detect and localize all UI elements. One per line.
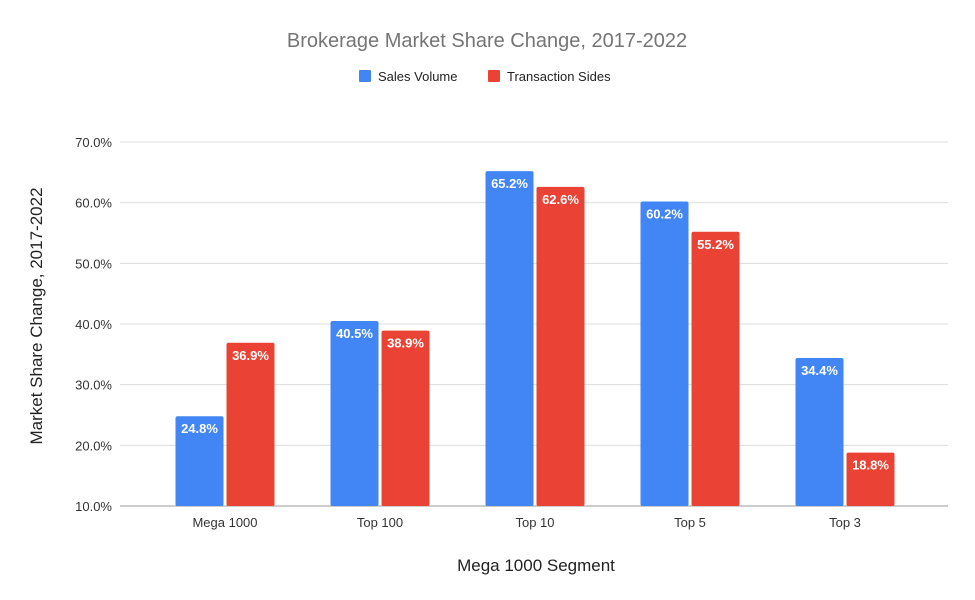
y-tick-label: 30.0%	[75, 378, 112, 393]
legend-swatch	[488, 70, 500, 82]
data-label: 60.2%	[646, 206, 683, 221]
data-label: 62.6%	[542, 192, 579, 207]
y-tick-label: 20.0%	[75, 438, 112, 453]
legend-label: Transaction Sides	[507, 69, 611, 84]
x-tick-label: Mega 1000	[192, 515, 257, 530]
bar-sales-volume	[795, 357, 844, 506]
data-label: 24.8%	[181, 421, 218, 436]
bar-sales-volume	[640, 201, 689, 506]
x-axis-label: Mega 1000 Segment	[457, 556, 615, 575]
data-label: 40.5%	[336, 326, 373, 341]
bars: Mega 1000 24.8% 36.9% Top 100 40.5% 38.9% Top …	[175, 171, 895, 530]
y-tick-label: 70.0%	[75, 135, 112, 150]
legend-swatch	[359, 70, 371, 82]
y-axis-label: Market Share Change, 2017-2022	[27, 187, 46, 444]
data-label: 34.4%	[801, 363, 838, 378]
x-tick-label: Top 10	[515, 515, 554, 530]
data-label: 38.9%	[387, 336, 424, 351]
chart-title: Brokerage Market Share Change, 2017-2022	[287, 30, 687, 52]
data-label: 65.2%	[491, 176, 528, 191]
data-label: 18.8%	[852, 458, 889, 473]
x-tick-label: Top 100	[357, 515, 403, 530]
x-tick-label: Top 5	[674, 515, 706, 530]
y-tick-label: 40.0%	[75, 317, 112, 332]
data-label: 55.2%	[697, 237, 734, 252]
y-tick-label: 10.0%	[75, 499, 112, 514]
data-label: 36.9%	[232, 348, 269, 363]
legend-label: Sales Volume	[378, 69, 458, 84]
bar-transaction-sides	[226, 342, 275, 506]
bar-transaction-sides	[381, 330, 430, 506]
x-tick-label: Top 3	[829, 515, 861, 530]
bar-sales-volume	[175, 416, 224, 506]
bar-sales-volume	[330, 320, 379, 506]
bar-transaction-sides	[536, 186, 585, 507]
bar-transaction-sides	[691, 231, 740, 506]
bar-sales-volume	[485, 171, 534, 506]
legend: Sales Volume Transaction Sides	[359, 69, 611, 84]
y-tick-label: 60.0%	[75, 196, 112, 211]
y-tick-label: 50.0%	[75, 256, 112, 271]
bar-transaction-sides	[846, 452, 895, 506]
